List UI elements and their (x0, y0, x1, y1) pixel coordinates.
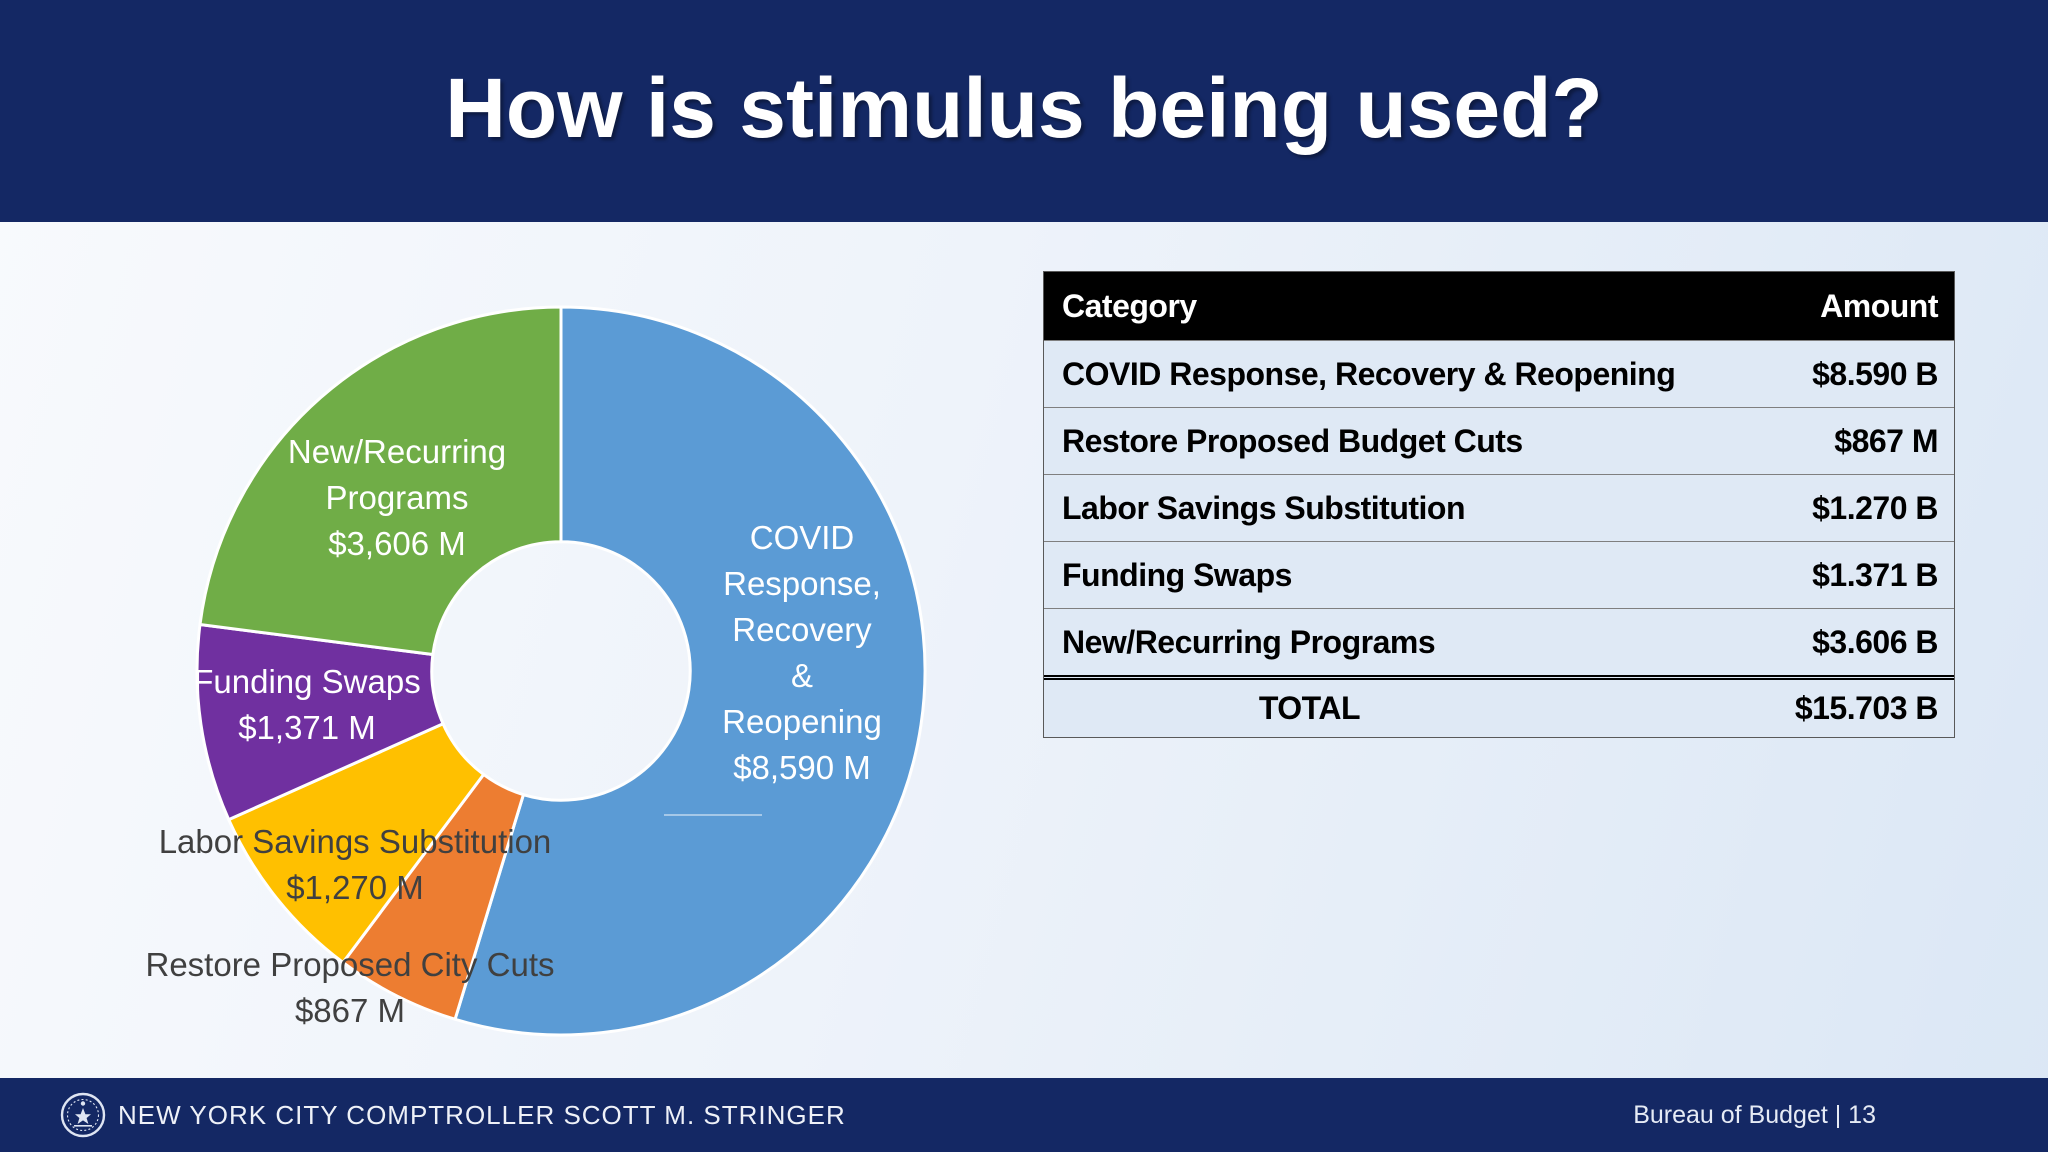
total-amount: $15.703 B (1794, 690, 1939, 726)
donut-slice (195, 623, 445, 822)
slice-label-covid: COVID Response, Recovery & Reopening $8,… (722, 519, 882, 786)
table-row: New/Recurring Programs $3.606 B (1044, 608, 1954, 675)
table-total-row: TOTAL $15.703 B (1044, 675, 1954, 737)
row-category: New/Recurring Programs (1062, 623, 1436, 660)
row-category: Labor Savings Substitution (1062, 489, 1466, 526)
covid-label-leader-line (664, 814, 762, 816)
total-label: TOTAL (1258, 690, 1361, 726)
row-amount: $1.371 B (1812, 556, 1938, 593)
donut-slice (453, 305, 927, 1037)
table-header-category: Category (1062, 287, 1197, 324)
table-row: Funding Swaps $1.371 B (1044, 541, 1954, 608)
row-amount: $867 M (1834, 422, 1938, 459)
slice-label-restore-city-cuts: Restore Proposed City Cuts $867 M (145, 946, 555, 1029)
row-amount: $1.270 B (1812, 489, 1938, 526)
stimulus-donut-chart (191, 301, 931, 1041)
slice-label-funding-swaps: Funding Swaps $1,371 M (193, 663, 421, 746)
table-row: Labor Savings Substitution $1.270 B (1044, 474, 1954, 541)
row-category: Restore Proposed Budget Cuts (1062, 422, 1523, 459)
row-amount: $3.606 B (1812, 623, 1938, 660)
table-header-row: Category Amount (1044, 272, 1954, 340)
donut-slice (227, 722, 486, 964)
table-header-amount: Amount (1820, 287, 1938, 324)
table-row: Restore Proposed Budget Cuts $867 M (1044, 407, 1954, 474)
slide-footer: NEW YORK CITY COMPTROLLER SCOTT M. STRIN… (0, 1078, 2048, 1152)
slice-label-labor-savings: Labor Savings Substitution $1,270 M (158, 823, 552, 906)
row-category: COVID Response, Recovery & Reopening (1062, 355, 1676, 392)
donut-chart-svg (195, 305, 927, 1037)
page-title: How is stimulus being used? (445, 60, 1603, 155)
footer-page-label: Bureau of Budget | 13 (1633, 1100, 1876, 1129)
slice-label-new-recurring: New/Recurring Programs $3,606 M (287, 433, 507, 562)
row-category: Funding Swaps (1062, 556, 1292, 593)
nyc-comptroller-seal-icon (60, 1092, 106, 1138)
stimulus-table: Category Amount COVID Response, Recovery… (1043, 271, 1955, 738)
donut-slice (198, 305, 563, 656)
slide-header: How is stimulus being used? (0, 0, 2048, 222)
table-row: COVID Response, Recovery & Reopening $8.… (1044, 340, 1954, 407)
footer-org-text: NEW YORK CITY COMPTROLLER SCOTT M. STRIN… (118, 1099, 846, 1130)
row-amount: $8.590 B (1812, 355, 1938, 392)
